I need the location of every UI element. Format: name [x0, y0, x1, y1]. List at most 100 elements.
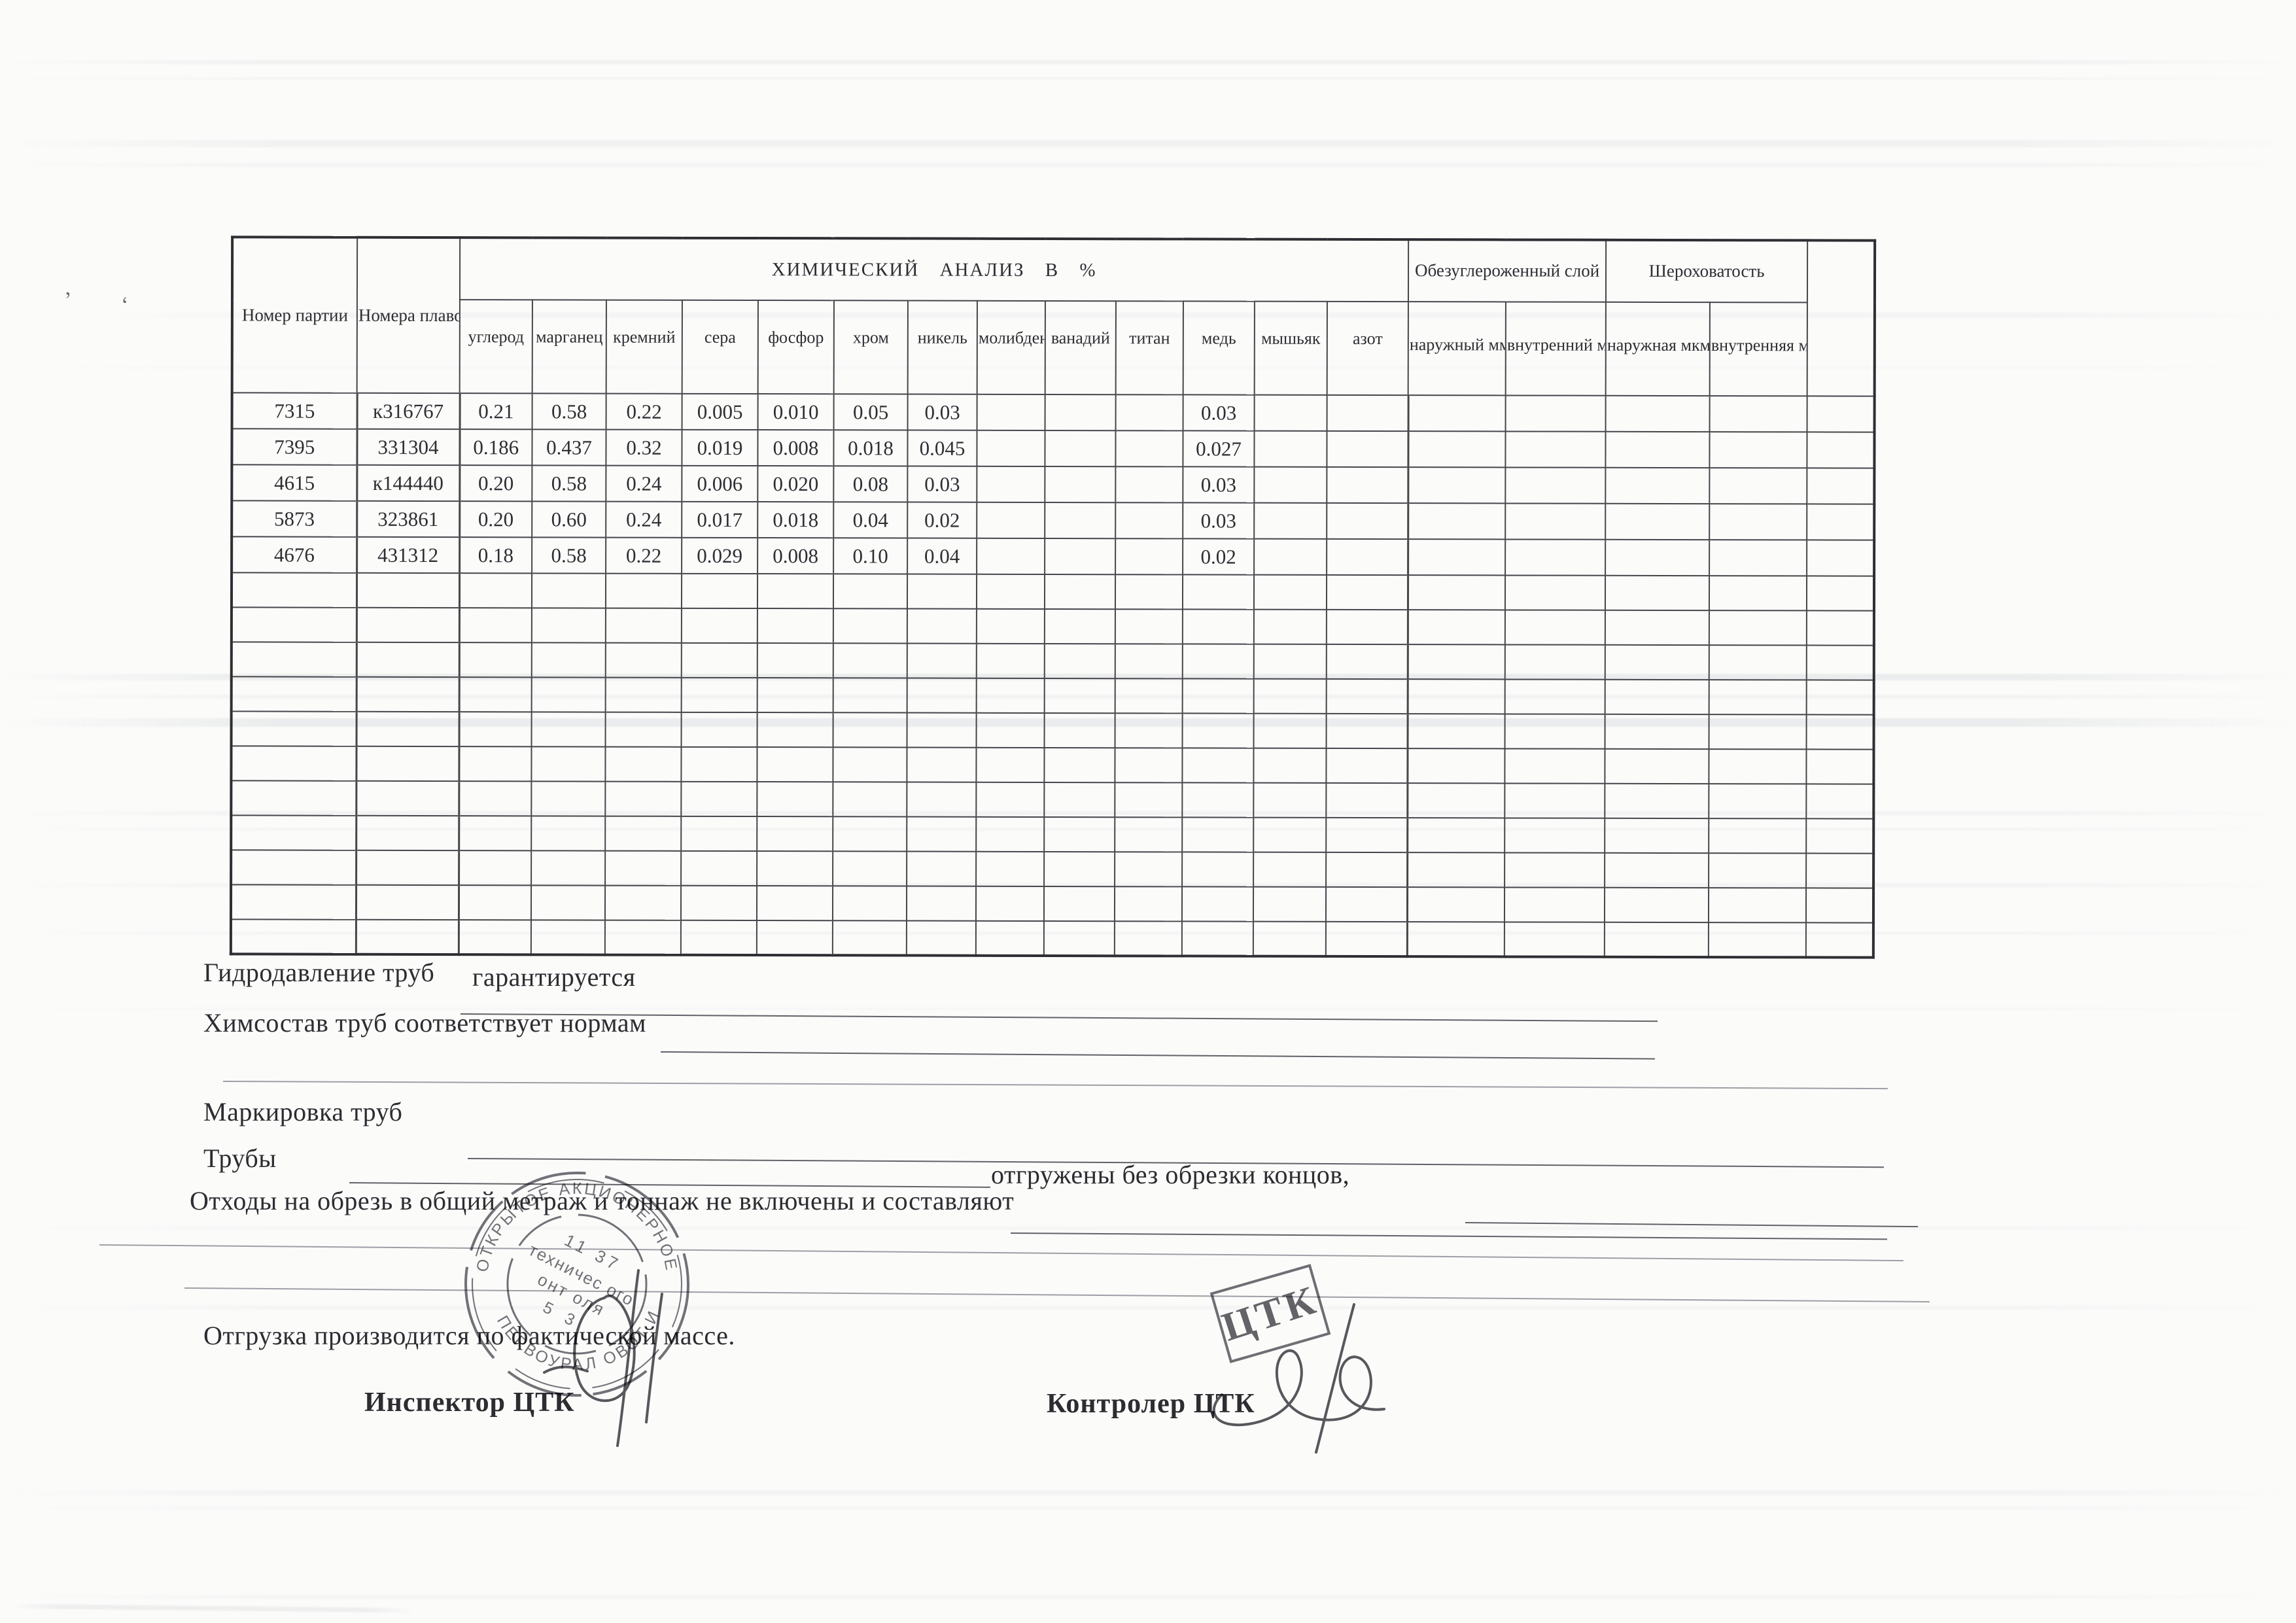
table-cell — [459, 642, 532, 678]
table-cell — [1806, 888, 1874, 923]
table-cell — [757, 747, 833, 782]
table-cell: 0.04 — [907, 538, 977, 574]
table-row: 7315 к316767 0.21 0.58 0.22 0.005 0.010 0.05 0.0… — [232, 393, 1875, 432]
table-cell — [1043, 886, 1115, 922]
table-cell — [1114, 921, 1182, 956]
table-cell — [1115, 852, 1183, 887]
header-nitrogen: азот — [1327, 301, 1409, 396]
table-cell — [1407, 852, 1505, 888]
table-cell — [1182, 782, 1254, 818]
table-cell — [1325, 921, 1408, 957]
table-cell — [1327, 430, 1408, 468]
table-cell — [356, 572, 460, 608]
table-cell: 0.02 — [907, 502, 977, 538]
table-cell — [1407, 679, 1505, 714]
table-row — [231, 850, 1874, 888]
table-cell — [1806, 714, 1874, 750]
table-cell — [231, 642, 357, 677]
table-row — [231, 676, 1874, 715]
table-cell — [1044, 712, 1115, 748]
table-cell — [1605, 644, 1709, 680]
waste-text: Отходы на обрезь в общий метраж и тоннаж… — [190, 1186, 1015, 1215]
table-cell — [1408, 539, 1506, 576]
header-inner-um: внутренняя мкм — [1709, 302, 1808, 396]
table-cell — [1709, 680, 1807, 715]
table-cell: 0.60 — [532, 501, 606, 538]
blank-line — [222, 1081, 1888, 1090]
table-cell — [977, 538, 1045, 574]
table-cell: 0.006 — [682, 465, 758, 502]
table-cell — [1115, 644, 1183, 679]
table-cell — [1182, 609, 1254, 644]
table-cell — [1709, 540, 1807, 576]
table-cell: 0.58 — [532, 465, 606, 502]
table-cell — [681, 642, 757, 678]
table-cell: 331304 — [357, 428, 460, 466]
table-cell — [531, 885, 606, 920]
table-row — [231, 642, 1874, 680]
table-cell — [1605, 539, 1710, 576]
header-phosphorus: фосфор — [757, 300, 834, 394]
table-cell — [681, 712, 757, 748]
table-cell: 0.027 — [1183, 430, 1255, 467]
table-cell — [1115, 782, 1183, 818]
table-cell — [1505, 575, 1606, 610]
table-cell — [1406, 922, 1505, 957]
table-cell: 5873 — [232, 500, 357, 537]
waste-underline — [1010, 1232, 1887, 1240]
table-cell — [1253, 817, 1327, 852]
inspector-signature — [543, 1269, 663, 1447]
table-cell — [459, 816, 532, 851]
table-cell — [1505, 395, 1606, 432]
header-chromium: хром — [833, 300, 908, 394]
header-empty-column — [1807, 240, 1875, 396]
table-cell — [1605, 503, 1710, 540]
table-cell — [1709, 645, 1807, 680]
table-cell — [1709, 714, 1807, 750]
table-cell — [1044, 574, 1116, 610]
table-cell: 0.437 — [532, 429, 606, 466]
table-cell — [1326, 609, 1408, 645]
table-cell — [1115, 394, 1183, 431]
table-cell — [605, 677, 682, 712]
table-cell — [1254, 502, 1327, 539]
table-cell — [458, 885, 532, 920]
table-cell — [1807, 540, 1875, 576]
table-cell — [1182, 574, 1255, 610]
table-cell: 4615 — [232, 464, 357, 501]
table-cell: 0.005 — [682, 393, 758, 430]
table-cell — [681, 781, 757, 817]
table-cell: 0.21 — [459, 393, 532, 430]
blank-line — [99, 1244, 1904, 1262]
table-cell: 0.20 — [459, 465, 532, 502]
table-cell — [531, 850, 606, 886]
table-cell — [604, 885, 682, 920]
scan-streak — [0, 163, 2296, 167]
table-row — [230, 919, 1874, 958]
table-cell: 0.32 — [606, 429, 682, 466]
table-cell — [231, 815, 357, 850]
table-cell: 0.03 — [907, 394, 977, 430]
table-cell — [1115, 538, 1183, 575]
table-cell — [1806, 680, 1874, 715]
table-cell — [1806, 818, 1874, 854]
table-cell — [1044, 782, 1115, 818]
table-cell — [1505, 887, 1605, 922]
table-cell: 0.020 — [757, 466, 834, 502]
table-cell — [833, 712, 907, 748]
table-cell — [1505, 467, 1606, 504]
table-cell — [1407, 714, 1505, 749]
table-cell — [1605, 610, 1710, 646]
table-cell — [356, 711, 459, 747]
table-cell — [1505, 714, 1605, 749]
table-cell: к316767 — [357, 393, 460, 430]
table-cell — [1043, 920, 1115, 956]
header-nickel: никель — [907, 300, 977, 394]
table-cell: 0.02 — [1183, 538, 1255, 575]
table-cell — [1709, 749, 1807, 784]
header-batch-number: Номер партии — [232, 237, 358, 393]
table-cell — [833, 608, 907, 644]
table-cell — [459, 608, 532, 643]
header-outer-um: наружная мкм — [1605, 302, 1711, 396]
table-cell — [605, 712, 682, 747]
